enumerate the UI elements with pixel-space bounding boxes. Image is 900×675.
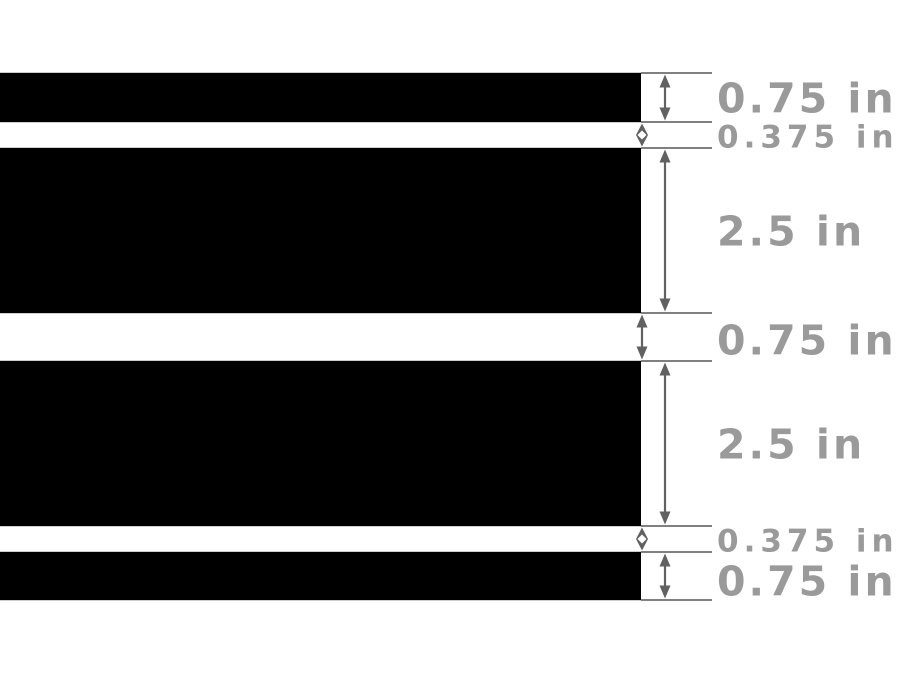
dimension-arrow-lower-wide-stripe [659,362,671,525]
black-stripe-upper-wide [0,148,641,313]
dimension-label-lower-small-gap: 0.375 in [717,523,899,560]
black-stripe-bottom [0,552,641,600]
dimension-label-bottom-stripe: 0.75 in [717,557,897,606]
dimension-arrow-upper-wide-stripe [659,149,671,312]
dimension-arrow-middle-gap [636,314,648,360]
dimension-label-upper-small-gap: 0.375 in [717,119,899,156]
dimension-label-lower-wide: 2.5 in [717,420,866,469]
dimension-arrow-top-stripe [659,74,671,121]
dimension-arrow-upper-small-gap [636,123,648,147]
dimension-arrow-bottom-stripe [659,553,671,599]
dimension-label-upper-wide: 2.5 in [717,207,866,256]
dimension-label-middle-gap: 0.75 in [717,316,897,365]
black-stripe-top [0,73,641,122]
dimension-label-top-stripe: 0.75 in [717,74,897,123]
black-stripe-lower-wide [0,361,641,526]
dimension-arrow-lower-small-gap [636,527,648,551]
extension-lines [641,72,712,601]
